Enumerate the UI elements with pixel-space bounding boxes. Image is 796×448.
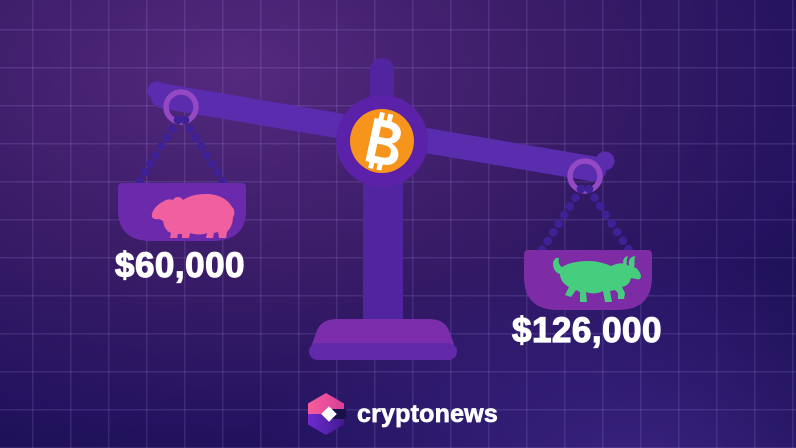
right-ring bbox=[567, 158, 603, 194]
bitcoin-bar bbox=[368, 160, 375, 169]
right-chain-inner bbox=[537, 184, 586, 255]
bear-silhouette bbox=[151, 194, 235, 238]
bitcoin-bar bbox=[376, 162, 383, 171]
chains bbox=[133, 115, 634, 255]
left-chain-outer bbox=[133, 115, 183, 188]
logo-hexagon-bottom bbox=[308, 414, 344, 435]
bitcoin-b-glyph bbox=[365, 117, 401, 165]
logo-hexagon-top bbox=[308, 393, 344, 414]
bear-price-label: $60,000 bbox=[114, 245, 246, 285]
scale-base-plate bbox=[309, 343, 457, 360]
left-chain-inner bbox=[180, 115, 229, 188]
scale-base-top bbox=[311, 319, 455, 347]
brand-name: cryptonews bbox=[357, 399, 498, 428]
right-chain-outer bbox=[584, 184, 634, 255]
beam-left-knob bbox=[147, 81, 167, 101]
bitcoin-bar bbox=[378, 111, 385, 121]
logo-notch bbox=[328, 409, 346, 419]
bitcoin-bar bbox=[386, 113, 394, 123]
beam-right-knob bbox=[595, 151, 615, 171]
brand-footer: cryptonews bbox=[303, 390, 498, 438]
cryptonews-logo-icon bbox=[308, 393, 346, 435]
bear-icon bbox=[151, 194, 235, 238]
bull-icon bbox=[553, 256, 641, 302]
bull-silhouette bbox=[553, 256, 641, 302]
bull-price-label: $126,000 bbox=[511, 310, 662, 350]
bitcoin-icon bbox=[365, 111, 401, 171]
